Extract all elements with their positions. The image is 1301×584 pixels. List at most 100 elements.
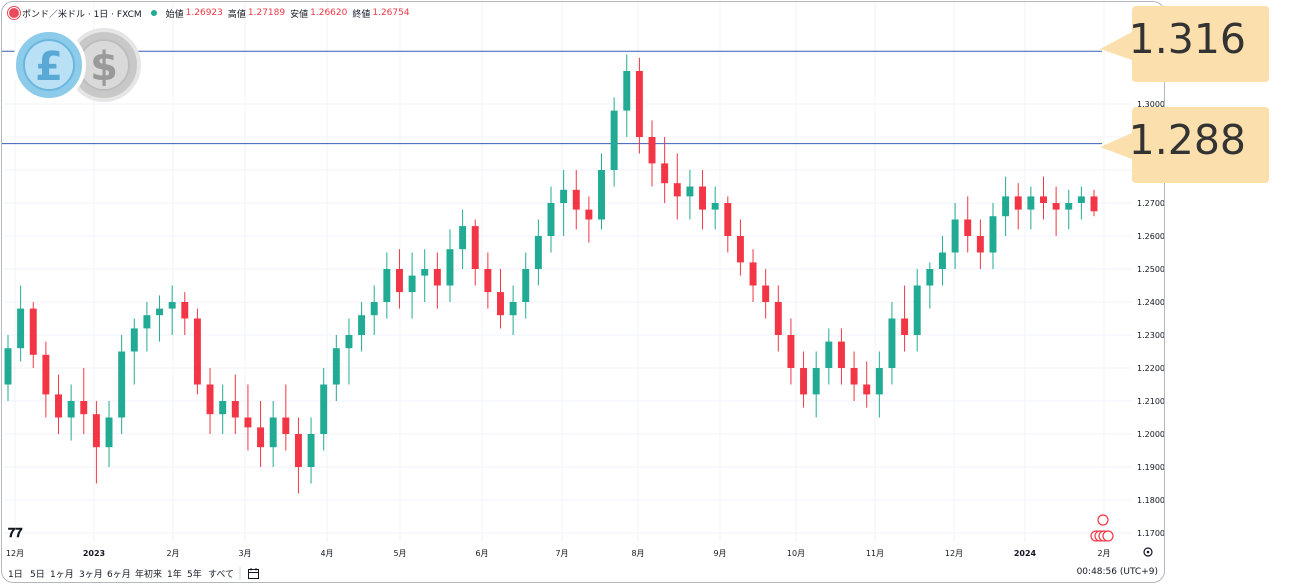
candle-body xyxy=(168,302,176,309)
timeframe-5y-button[interactable]: 5年 xyxy=(187,570,202,580)
timeframe-1m-button[interactable]: 1ヶ月 xyxy=(50,570,74,580)
event-icons[interactable] xyxy=(1090,514,1114,542)
candle xyxy=(269,401,277,467)
x-tick-label: 6月 xyxy=(475,549,488,558)
candle-body xyxy=(875,368,883,395)
candle-body xyxy=(408,275,416,293)
x-tick-label: 8月 xyxy=(631,549,644,558)
x-tick-label: 10月 xyxy=(787,549,805,558)
candle xyxy=(118,335,126,434)
y-tick-label: 1.18000 xyxy=(1137,496,1164,505)
dollar-coin-symbol: $ xyxy=(90,44,118,90)
candle xyxy=(471,219,479,286)
candle-body xyxy=(711,203,719,210)
candle xyxy=(1040,176,1047,220)
timeframe-all-button[interactable]: すべて xyxy=(208,570,235,580)
candle-body xyxy=(850,368,858,385)
svg-text:𝟕𝟕: 𝟕𝟕 xyxy=(8,526,23,541)
candle xyxy=(1090,189,1098,217)
candle xyxy=(219,384,227,434)
candle-body xyxy=(547,203,555,236)
candle xyxy=(951,203,959,269)
settings-gear-icon[interactable] xyxy=(1143,547,1153,557)
candle-body xyxy=(686,186,694,197)
close-value: 1.26754 xyxy=(372,8,410,18)
calendar-goto-icon[interactable] xyxy=(247,567,261,580)
price-chart[interactable]: 1.300001.290001.280001.270001.260001.250… xyxy=(2,2,1164,565)
candle xyxy=(711,186,719,230)
x-tick-label: 2月 xyxy=(166,549,179,558)
candle xyxy=(395,249,403,309)
candle xyxy=(408,252,416,319)
candle-body xyxy=(484,269,492,293)
candle-body xyxy=(534,236,542,269)
time-axis[interactable]: 12月 2023 2月 3月 4月 5月 6月 7月 8月 9月 10月 11月 12月 2024 2月 xyxy=(6,549,1111,558)
candle xyxy=(168,285,176,335)
candle-body xyxy=(118,351,126,418)
grid-lines xyxy=(4,2,1132,542)
y-tick-label: 1.25000 xyxy=(1137,265,1164,274)
candle xyxy=(888,302,896,385)
candle-body xyxy=(29,308,37,355)
candle xyxy=(105,401,113,467)
y-tick-label: 1.23000 xyxy=(1137,331,1164,340)
candle xyxy=(787,318,795,385)
level-callout-upper-label: 1.316 xyxy=(1096,2,1269,84)
candle-body xyxy=(648,137,656,164)
x-tick-label: 12月 xyxy=(945,549,963,558)
symbol-title[interactable]: ポンド／米ドル · 1日 · FXCM xyxy=(22,9,142,20)
candle xyxy=(572,170,580,230)
candle xyxy=(459,209,467,269)
candle xyxy=(497,269,504,329)
x-tick-label: 2024 xyxy=(1014,549,1037,558)
candle xyxy=(307,417,315,484)
candle xyxy=(686,170,694,220)
candle-body xyxy=(1065,203,1073,210)
candle-body xyxy=(383,269,391,302)
candle xyxy=(383,252,391,319)
candle-body xyxy=(913,285,921,335)
candle xyxy=(762,269,770,319)
candle xyxy=(92,401,100,484)
timeframe-3m-button[interactable]: 3ヶ月 xyxy=(79,570,103,580)
candle xyxy=(699,170,707,230)
candle xyxy=(610,97,618,187)
candle-body xyxy=(459,226,467,250)
candle xyxy=(143,302,151,352)
candle xyxy=(1065,189,1073,230)
price-axis[interactable]: 1.300001.290001.280001.270001.260001.250… xyxy=(1137,100,1164,538)
candle xyxy=(1002,176,1010,236)
candle-body xyxy=(345,335,353,349)
symbol-legend[interactable]: ポンド／米ドル · 1日 · FXCM 始値 1.26923 高値 1.2718… xyxy=(8,6,415,20)
y-tick-label: 1.21000 xyxy=(1137,397,1164,406)
candle-body xyxy=(1014,196,1022,210)
timeframe-5d-button[interactable]: 5日 xyxy=(30,570,45,580)
candle xyxy=(736,219,744,276)
candle-body xyxy=(219,401,227,415)
x-tick-label: 5月 xyxy=(393,549,406,558)
candle-body xyxy=(661,163,669,184)
candle-body xyxy=(193,318,201,385)
candle-body xyxy=(673,183,681,197)
candle-body xyxy=(1077,196,1085,203)
candle xyxy=(370,285,378,335)
candle xyxy=(812,351,820,418)
timeframe-1d-button[interactable]: 1日 xyxy=(8,570,23,580)
candle xyxy=(938,236,946,286)
y-tick-label: 1.20000 xyxy=(1137,430,1164,439)
tradingview-logo[interactable]: 𝟕𝟕 xyxy=(8,526,23,541)
clock-timezone[interactable]: 00:48:56 (UTC+9) xyxy=(1076,567,1158,577)
candle xyxy=(29,302,37,368)
candle xyxy=(648,120,656,187)
timeframe-ytd-button[interactable]: 年初来 xyxy=(135,570,163,580)
candle-body xyxy=(1002,196,1010,217)
x-tick-label: 9月 xyxy=(713,549,726,558)
candle xyxy=(774,285,782,352)
candle xyxy=(547,186,555,253)
timeframe-6m-button[interactable]: 6ヶ月 xyxy=(107,570,131,580)
high-value: 1.27189 xyxy=(247,8,286,18)
candle-body xyxy=(964,219,972,236)
candle-body xyxy=(976,236,984,253)
candle-body xyxy=(863,384,871,395)
timeframe-1y-button[interactable]: 1年 xyxy=(167,570,182,580)
